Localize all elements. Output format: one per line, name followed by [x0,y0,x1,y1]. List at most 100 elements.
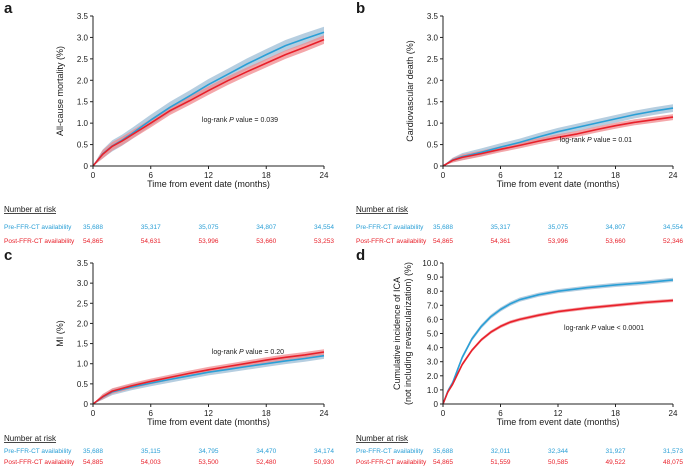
series-pre-line [442,279,674,405]
log-rank-annotation: log-rank P value = 0.039 [202,117,278,124]
annotation-prefix: log-rank [564,325,591,332]
risk-row-label-pre: Pre-FFR-CT availability [4,224,72,231]
annotation-prefix: log-rank [560,137,587,144]
risk-count: 51,559 [491,459,511,466]
y-tick-label: 1.0 [427,386,439,395]
annotation-p: P [239,349,244,356]
risk-row-label-post: Post-FFR-CT availability [4,238,75,245]
annotation-suffix: value = 0.20 [244,349,284,356]
number-at-risk-title: Number at risk [4,205,57,214]
risk-count: 49,522 [606,459,626,466]
y-tick-label: 9.0 [427,273,439,282]
x-tick-label: 24 [320,171,329,180]
risk-count: 34,470 [256,448,276,455]
x-tick-label: 0 [91,409,96,418]
series-pre-line [442,107,674,167]
risk-row-label-post: Post-FFR-CT availability [4,459,75,466]
y-tick-label: 6.0 [427,315,439,324]
panel-letter: a [4,0,13,17]
y-tick-label: 3.0 [427,33,439,42]
annotation-suffix: value = 0.039 [234,117,278,124]
x-tick-label: 0 [91,171,96,180]
y-axis-title: All-cause mortality (%) [55,46,65,136]
panel-letter: b [356,0,365,17]
risk-count: 53,996 [199,238,219,245]
risk-row-label-pre: Pre-FFR-CT availability [4,448,72,455]
y-axis-title: MI (%) [55,320,65,347]
risk-count: 50,930 [314,459,334,466]
y-tick-label: 3.5 [77,12,89,21]
y-tick-label: 2.5 [77,55,89,64]
risk-count: 53,660 [606,238,626,245]
series-post-line [442,299,674,405]
x-tick-label: 0 [441,409,446,418]
risk-count: 32,011 [491,448,511,455]
x-axis-title: Time from event date (months) [497,417,620,427]
x-tick-label: 6 [498,171,503,180]
y-axis-title: Cardiovascular death (%) [405,40,415,142]
risk-count: 54,865 [83,238,103,245]
y-tick-label: 2.0 [77,319,89,328]
y-tick-label: 3.0 [77,279,89,288]
risk-row-label-pre: Pre-FFR-CT availability [356,448,424,455]
x-axis-title: Time from event date (months) [497,179,620,189]
risk-count: 54,885 [83,459,103,466]
risk-count: 50,585 [548,459,568,466]
annotation-p: P [591,325,596,332]
y-tick-label: 3.5 [77,259,89,268]
x-tick-label: 18 [611,171,620,180]
x-tick-label: 6 [149,171,154,180]
risk-count: 54,865 [433,459,453,466]
annotation-p: P [587,137,592,144]
x-tick-label: 24 [669,171,678,180]
risk-count: 53,996 [548,238,568,245]
y-tick-label: 1.5 [77,98,89,107]
y-tick-label: 3.5 [427,12,439,21]
series-pre-ci-band [93,352,324,404]
risk-count: 48,075 [663,459,683,466]
risk-count: 34,174 [314,448,334,455]
y-tick-label: 0 [434,400,439,409]
risk-count: 34,795 [199,448,219,455]
risk-row-label-post: Post-FFR-CT availability [356,459,427,466]
risk-count: 35,115 [141,448,161,455]
x-tick-label: 12 [204,409,213,418]
annotation-suffix: value < 0.0001 [596,325,644,332]
panel-a: a 0 0.5 1.0 1.5 2.0 2.5 3.0 3.5 0 6 12 18 24 Time from… [4,0,334,245]
risk-row-label-post: Post-FFR-CT availability [356,238,427,245]
risk-count: 35,317 [491,224,511,231]
risk-count: 35,688 [433,224,453,231]
y-tick-label: 0 [84,162,89,171]
risk-count: 35,688 [83,448,103,455]
y-tick-label: 2.5 [77,299,89,308]
risk-count: 34,554 [663,224,683,231]
y-tick-label: 3.0 [427,358,439,367]
panel-d: d 0 1.0 2.0 3.0 4.0 5.0 6.0 7.0 8.0 9.0 10.0 0 6 12 18 2… [356,247,683,466]
risk-count: 54,361 [491,238,511,245]
risk-row-label-pre: Pre-FFR-CT availability [356,224,424,231]
risk-count: 54,631 [141,238,161,245]
y-tick-label: 0.5 [427,141,439,150]
series-post-line [442,116,674,167]
y-tick-label: 8.0 [427,287,439,296]
log-rank-annotation: log-rank P value < 0.0001 [564,325,644,332]
log-rank-annotation: log-rank P value = 0.01 [560,137,632,144]
x-tick-label: 0 [441,171,446,180]
series-pre-ci-band [93,26,324,167]
risk-count: 35,075 [199,224,219,231]
risk-count: 34,807 [256,224,276,231]
y-tick-label: 0.5 [77,141,89,150]
y-tick-label: 1.0 [77,360,89,369]
panel-letter: d [356,247,365,264]
panel-b: b 0 0.5 1.0 1.5 2.0 2.5 3.0 3.5 0 6 12 18 24 Time from… [356,0,683,245]
y-tick-label: 3.0 [77,33,89,42]
y-tick-label: 1.0 [427,119,439,128]
x-tick-label: 12 [554,171,563,180]
series-post-ci-band [443,298,673,404]
series-post-line [92,351,325,405]
y-tick-label: 2.0 [427,76,439,85]
number-at-risk-title: Number at risk [356,434,409,443]
panel-letter: c [4,247,12,264]
risk-count: 34,554 [314,224,334,231]
